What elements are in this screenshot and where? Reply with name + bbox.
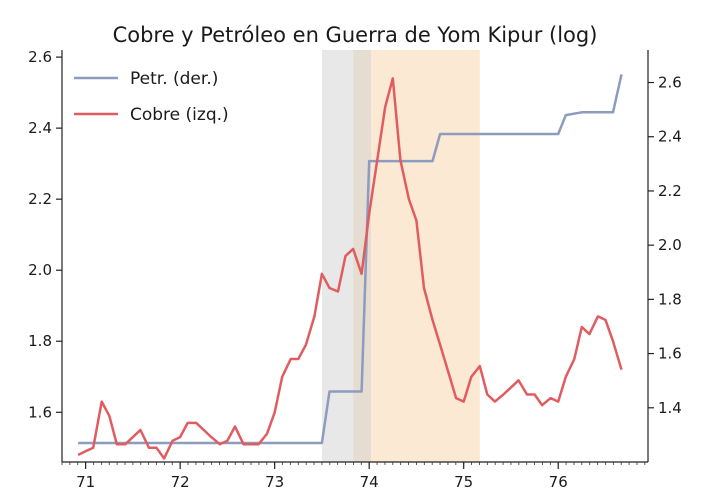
y-right-tick-label: 2.6 <box>658 74 682 92</box>
y-left-tick-label: 1.8 <box>28 332 52 350</box>
legend-label-cobre: Cobre (izq.) <box>130 105 229 125</box>
legend-label-petr: Petr. (der.) <box>130 69 218 89</box>
chart-title: Cobre y Petróleo en Guerra de Yom Kipur … <box>113 23 598 47</box>
x-tick-label: 73 <box>265 473 284 491</box>
x-tick-label: 76 <box>549 473 568 491</box>
ticks: 71 72 73 74 75 76 1.6 1.8 2.0 2.2 2.4 2.6 1.4 1.6 1.8 2… <box>28 48 682 491</box>
series-line-1 <box>77 77 623 460</box>
y-left-tick-label: 2.2 <box>28 190 52 208</box>
legend: Petr. (der.) Cobre (izq.) <box>74 69 229 125</box>
y-left-tick-label: 2.0 <box>28 261 52 279</box>
y-left-tick-label: 1.6 <box>28 403 52 421</box>
x-tick-label: 75 <box>454 473 473 491</box>
y-right-tick-label: 2.4 <box>658 128 682 146</box>
y-right-tick-label: 1.8 <box>658 290 682 308</box>
y-right-tick-label: 1.4 <box>658 399 682 417</box>
y-left-tick-label: 2.4 <box>28 119 52 137</box>
x-tick-label: 74 <box>360 473 379 491</box>
x-tick-label: 71 <box>76 473 95 491</box>
shaded-region-2 <box>371 50 480 462</box>
shaded-region-1 <box>353 50 372 462</box>
series-lines <box>77 74 623 460</box>
shaded-region-0 <box>321 50 354 462</box>
y-right-tick-label: 1.6 <box>658 345 682 363</box>
y-left-tick-label: 2.6 <box>28 48 52 66</box>
shaded-regions <box>321 50 480 462</box>
y-right-tick-label: 2.0 <box>658 236 682 254</box>
x-tick-label: 72 <box>171 473 190 491</box>
y-right-tick-label: 2.2 <box>658 182 682 200</box>
series-line-0 <box>78 74 623 445</box>
